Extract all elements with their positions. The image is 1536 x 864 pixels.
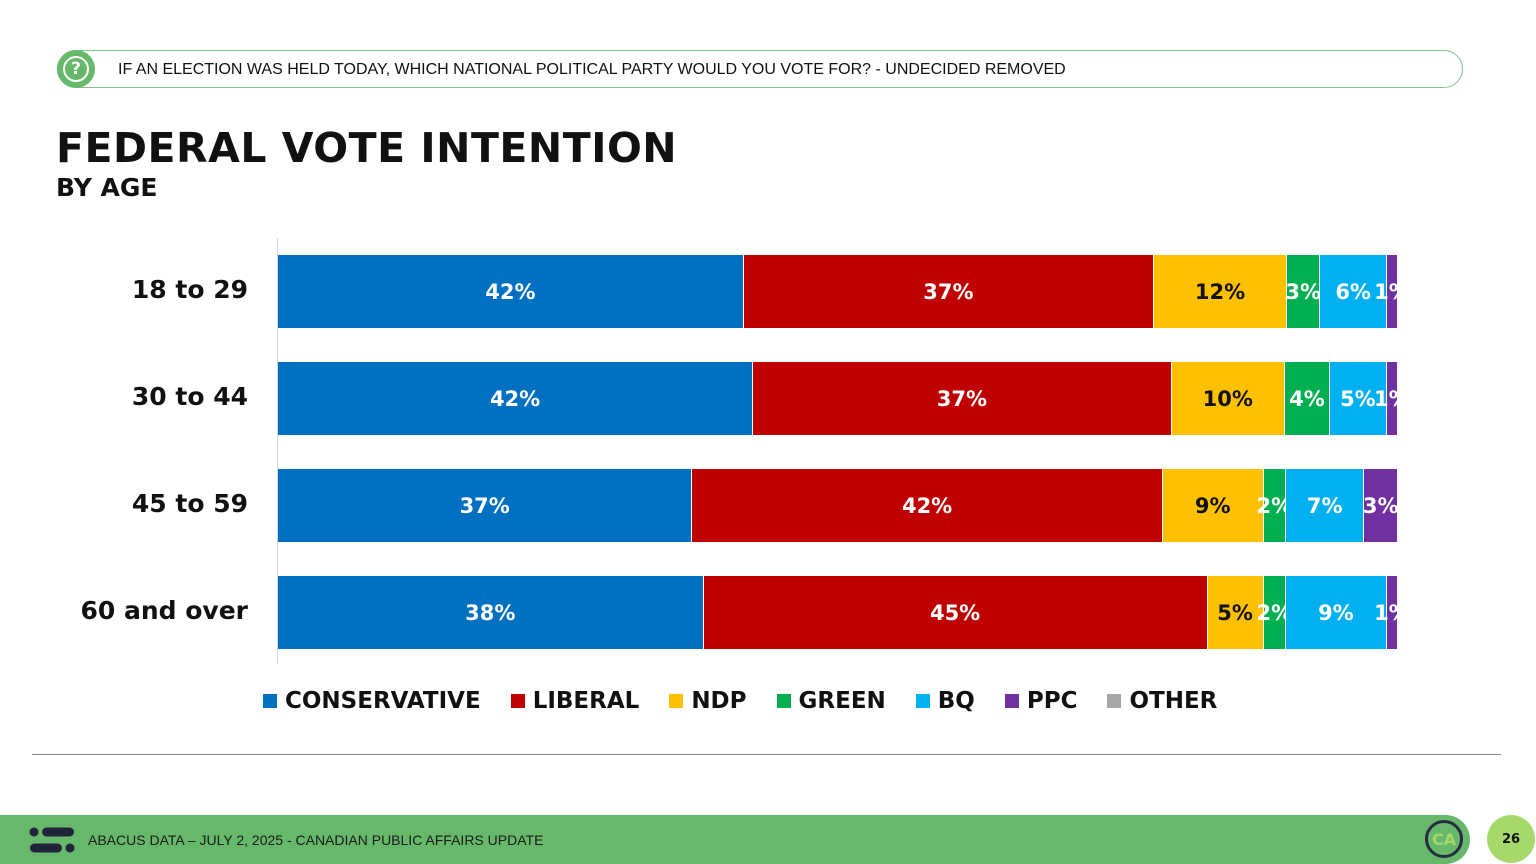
bar-segment-conservative: 37%: [278, 469, 693, 542]
footer-bar: [0, 815, 1470, 864]
legend-item: NDP: [669, 688, 747, 714]
legend-item: LIBERAL: [510, 688, 640, 714]
bar-segment-conservative: 38%: [278, 576, 704, 649]
bar-segment-conservative: 42%: [278, 362, 754, 435]
legend-label: OTHER: [1129, 688, 1218, 714]
bar-segment-ndp: 5%: [1207, 576, 1264, 649]
bar-segment-green: 2%: [1256, 469, 1292, 542]
bar-segment-ppc: 1%: [1374, 576, 1398, 649]
legend-label: PPC: [1026, 688, 1078, 714]
bar-segment-bq: 5%: [1330, 362, 1387, 435]
bar-segment-liberal: 37%: [743, 255, 1155, 328]
legend-label: CONSERVATIVE: [285, 688, 481, 714]
legend-item: OTHER: [1107, 688, 1217, 714]
bar-segment-liberal: 45%: [703, 576, 1208, 649]
bar-segment-bq: 7%: [1286, 469, 1365, 542]
bar-segment-ndp: 12%: [1154, 255, 1288, 328]
legend-swatch: [1107, 694, 1122, 708]
bar-segment-bq: 9%: [1286, 576, 1387, 649]
legend-swatch: [510, 694, 525, 708]
bar-segment-green: 3%: [1285, 255, 1321, 328]
bar-segment-conservative: 42%: [278, 255, 744, 328]
bar-segment-ndp: 10%: [1171, 362, 1285, 435]
legend-label: BQ: [937, 688, 975, 714]
bar-segment-liberal: 42%: [692, 469, 1163, 542]
chart-subtitle: BY AGE: [56, 173, 158, 202]
divider: [32, 754, 1501, 755]
category-label: 30 to 44: [131, 382, 248, 411]
legend-swatch: [1004, 694, 1019, 708]
question-icon: ?: [57, 50, 95, 88]
legend-swatch: [776, 694, 791, 708]
ca-badge: CA: [1425, 820, 1463, 858]
chart-title: FEDERAL VOTE INTENTION: [56, 124, 678, 172]
bar-segment-bq: 6%: [1320, 255, 1387, 328]
category-label: 45 to 59: [131, 489, 248, 518]
bar-segment-liberal: 37%: [753, 362, 1172, 435]
legend-label: LIBERAL: [532, 688, 640, 714]
footer-text: ABACUS DATA – JULY 2, 2025 - CANADIAN PU…: [88, 832, 544, 848]
bar-segment-ppc: 1%: [1374, 255, 1398, 328]
legend-label: GREEN: [798, 688, 886, 714]
stacked-bars: 42%37%12%3%6%1%42%37%10%4%5%1%37%42%9%2%…: [278, 0, 1398, 864]
legend-swatch: [915, 694, 930, 708]
legend-swatch: [669, 694, 684, 708]
bar-segment-ppc: 3%: [1363, 469, 1398, 542]
abacus-logo-icon: [29, 827, 75, 853]
legend: CONSERVATIVE LIBERAL NDP GREEN BQ PPC OTHER: [263, 688, 1217, 714]
question-text: IF AN ELECTION WAS HELD TODAY, WHICH NAT…: [118, 61, 1066, 78]
legend-item: CONSERVATIVE: [263, 688, 481, 714]
category-label: 60 and over: [80, 596, 248, 625]
page-number: 26: [1487, 815, 1535, 863]
category-label: 18 to 29: [131, 275, 248, 304]
bar-segment-ppc: 1%: [1374, 362, 1398, 435]
legend-swatch: [263, 694, 277, 708]
bar-segment-ndp: 9%: [1162, 469, 1264, 542]
legend-label: NDP: [691, 688, 747, 714]
legend-item: GREEN: [776, 688, 886, 714]
legend-item: PPC: [1004, 688, 1078, 714]
bar-segment-green: 2%: [1256, 576, 1292, 649]
legend-item: BQ: [915, 688, 975, 714]
bar-segment-green: 4%: [1284, 362, 1331, 435]
category-axis-line: [277, 238, 278, 664]
